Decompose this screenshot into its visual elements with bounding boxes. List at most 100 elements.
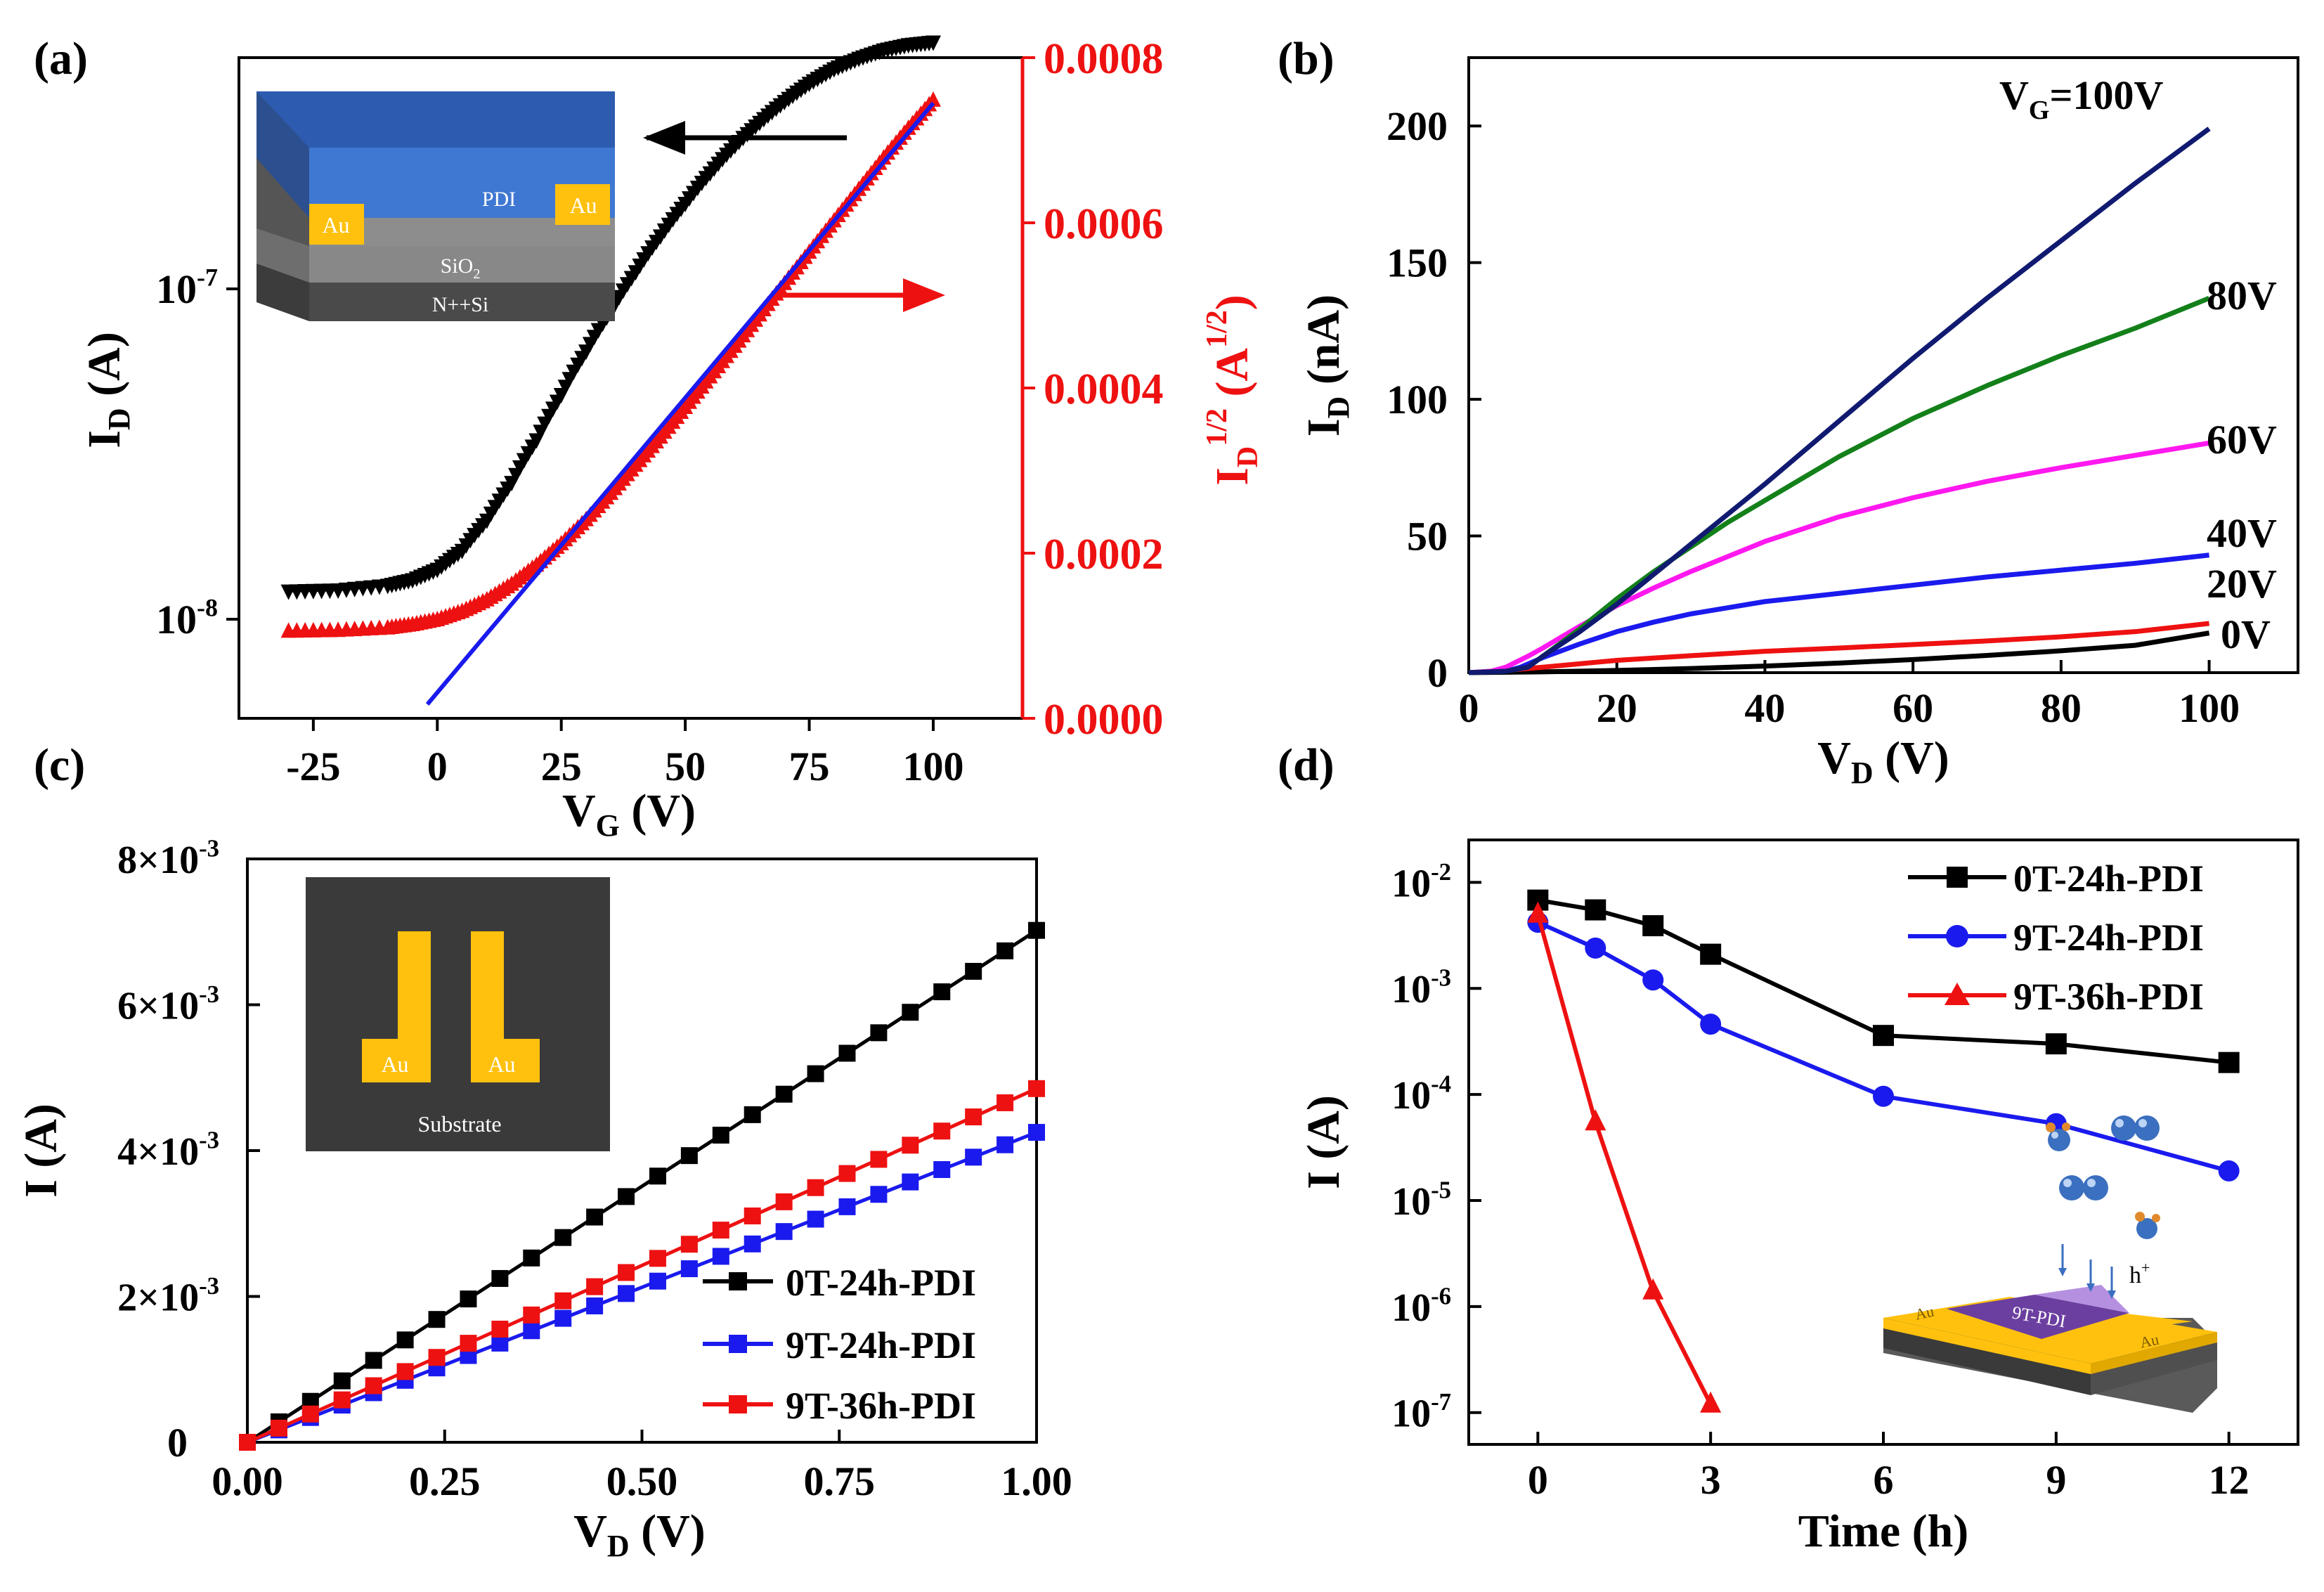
panel-b-xlabel: VD (V): [1817, 732, 1949, 790]
panel-a-device-inset: Au Au PDI SiO2 N++Si: [257, 91, 615, 321]
inset-a-au-left: [309, 204, 364, 245]
c-data-point: [933, 1160, 951, 1178]
d-ytick-label: 10-3: [1391, 964, 1451, 1012]
panel-b-plot-frame: [1467, 56, 2299, 674]
c-data-point: [838, 1165, 856, 1182]
c-data-point: [460, 1290, 477, 1308]
a-ytick-label: 10-7: [156, 264, 218, 312]
c-data-point: [618, 1188, 635, 1205]
c-data-point: [965, 1148, 982, 1166]
curve-label-60v: 60V: [2207, 417, 2277, 462]
b-series-line: [1468, 552, 2209, 675]
panel-d-device-inset: 9T-PDI Au Au h+: [1883, 1115, 2217, 1413]
panel-d-label: (d): [1278, 739, 1335, 791]
panel-a-xlabel: VG (V): [562, 785, 696, 843]
a-data-point: [925, 35, 941, 51]
c-data-point: [1028, 1124, 1045, 1141]
d-data-point: [1700, 943, 1722, 965]
c-data-point: [838, 1044, 856, 1062]
c-ytick-label: 4×10-3: [117, 1126, 219, 1174]
curve-label-20v: 20V: [2207, 561, 2277, 607]
c-data-point: [744, 1207, 761, 1224]
panel-a-right-arrowhead: [903, 278, 945, 312]
c-data-point: [618, 1264, 635, 1281]
inset-c-au-right-label: Au: [488, 1051, 515, 1077]
c-data-point: [775, 1223, 793, 1241]
inset-c-substrate-label: Substrate: [417, 1111, 501, 1137]
a-xtick-label: 0: [427, 744, 448, 789]
c-data-point: [902, 1137, 919, 1154]
c-data-point: [554, 1292, 572, 1309]
c-data-point: [523, 1322, 540, 1340]
b-ytick-label: 0: [1427, 650, 1448, 696]
d-data-point: [1873, 1085, 1894, 1107]
inset-d-au-left-label: Au: [1914, 1302, 1936, 1324]
panel-c-series: [239, 921, 1045, 1451]
d-xtick-label: 6: [1874, 1457, 1894, 1503]
a-ytick-right-label: 0.0004: [1044, 365, 1164, 413]
inset-c-left-pad: [362, 1039, 431, 1082]
c-data-point: [838, 1198, 856, 1215]
c-data-point: [997, 1094, 1014, 1111]
b-xtick-label: 0: [1459, 685, 1479, 731]
c-xtick-label: 0.50: [606, 1458, 678, 1504]
c-data-point: [807, 1065, 824, 1082]
d-data-point: [1642, 915, 1664, 937]
inset-d-hole-label: h+: [2129, 1259, 2150, 1288]
d-xtick-label: 0: [1528, 1457, 1548, 1503]
c-data-point: [428, 1311, 446, 1328]
inset-d-channel: [1947, 1295, 2129, 1339]
panel-a-ylabel: ID (A): [79, 332, 136, 448]
d-data-point: [2045, 1033, 2067, 1055]
c-data-point: [554, 1309, 572, 1327]
a-fit-line: [425, 101, 935, 706]
d-series-line: [1536, 913, 1713, 1406]
a-ytick-label: 10-8: [156, 594, 218, 642]
c-data-point: [870, 1024, 888, 1042]
inset-a-au-left-label: Au: [322, 212, 349, 238]
curve-label-40v: 40V: [2207, 510, 2277, 556]
c-xtick-label: 0.25: [409, 1458, 481, 1504]
c-ytick-label: 2×10-3: [117, 1272, 219, 1320]
panel-b-ticks: 0 20 40 60 80 100 0 50 100 150 200: [1387, 103, 2240, 731]
b-series-line: [1468, 295, 2210, 675]
d-ytick-label: 10-6: [1391, 1282, 1451, 1330]
c-data-point: [775, 1193, 793, 1210]
c-data-point: [1028, 921, 1045, 939]
d-ytick-label: 10-5: [1391, 1176, 1451, 1224]
b-xtick-label: 60: [1893, 685, 1933, 731]
inset-a-au-right: [555, 184, 610, 225]
legend-c-label-0: 0T-24h-PDI: [786, 1262, 976, 1304]
a-ytick-right-label: 0.0006: [1044, 200, 1164, 248]
c-ytick-label: 6×10-3: [117, 981, 219, 1028]
inset-a-sio2-label: SiO2: [441, 254, 481, 282]
molecule-icon: [2111, 1115, 2136, 1141]
c-data-point: [491, 1320, 509, 1338]
b-ytick-label: 200: [1387, 103, 1448, 149]
d-data-point: [2218, 1051, 2240, 1073]
panel-c-ylabel: I (A): [15, 1104, 67, 1198]
panel-c-electrode-inset: Au Au Substrate: [306, 877, 610, 1151]
panel-b: (b) 0 20 40 60 80 100 0 50 100 150 200 ID (nA) VD …: [1278, 33, 2299, 790]
c-data-point: [997, 942, 1014, 959]
panel-a-ticks: -25 0 25 50 75 100 10-8 10-7 0.0000 0.0002 0.0004 0…: [156, 35, 1163, 789]
d-data-point: [1642, 969, 1664, 991]
c-data-point: [965, 962, 982, 980]
c-data-point: [460, 1335, 477, 1352]
c-data-point: [712, 1222, 729, 1239]
c-data-point: [933, 1122, 951, 1140]
b-ytick-label: 100: [1387, 377, 1448, 422]
legend-d-marker-1: [1946, 925, 1968, 947]
panel-a: (a) -25 0 25 50 75 100 10-8 10-7 0.0000 0.0002 0.0…: [34, 33, 1264, 843]
inset-a-au-right-label: Au: [569, 193, 597, 218]
molecule-icon: [2136, 1218, 2157, 1239]
d-data-point: [1642, 1278, 1664, 1300]
a-ytick-right-label: 0.0008: [1044, 35, 1164, 83]
curve-label-0v: 0V: [2221, 611, 2271, 657]
c-data-point: [586, 1208, 604, 1226]
c-data-point: [365, 1377, 382, 1394]
b-series-line: [1468, 621, 2209, 675]
c-data-point: [965, 1108, 982, 1126]
d-data-point: [1585, 937, 1606, 959]
d-data-point: [2218, 1160, 2240, 1182]
